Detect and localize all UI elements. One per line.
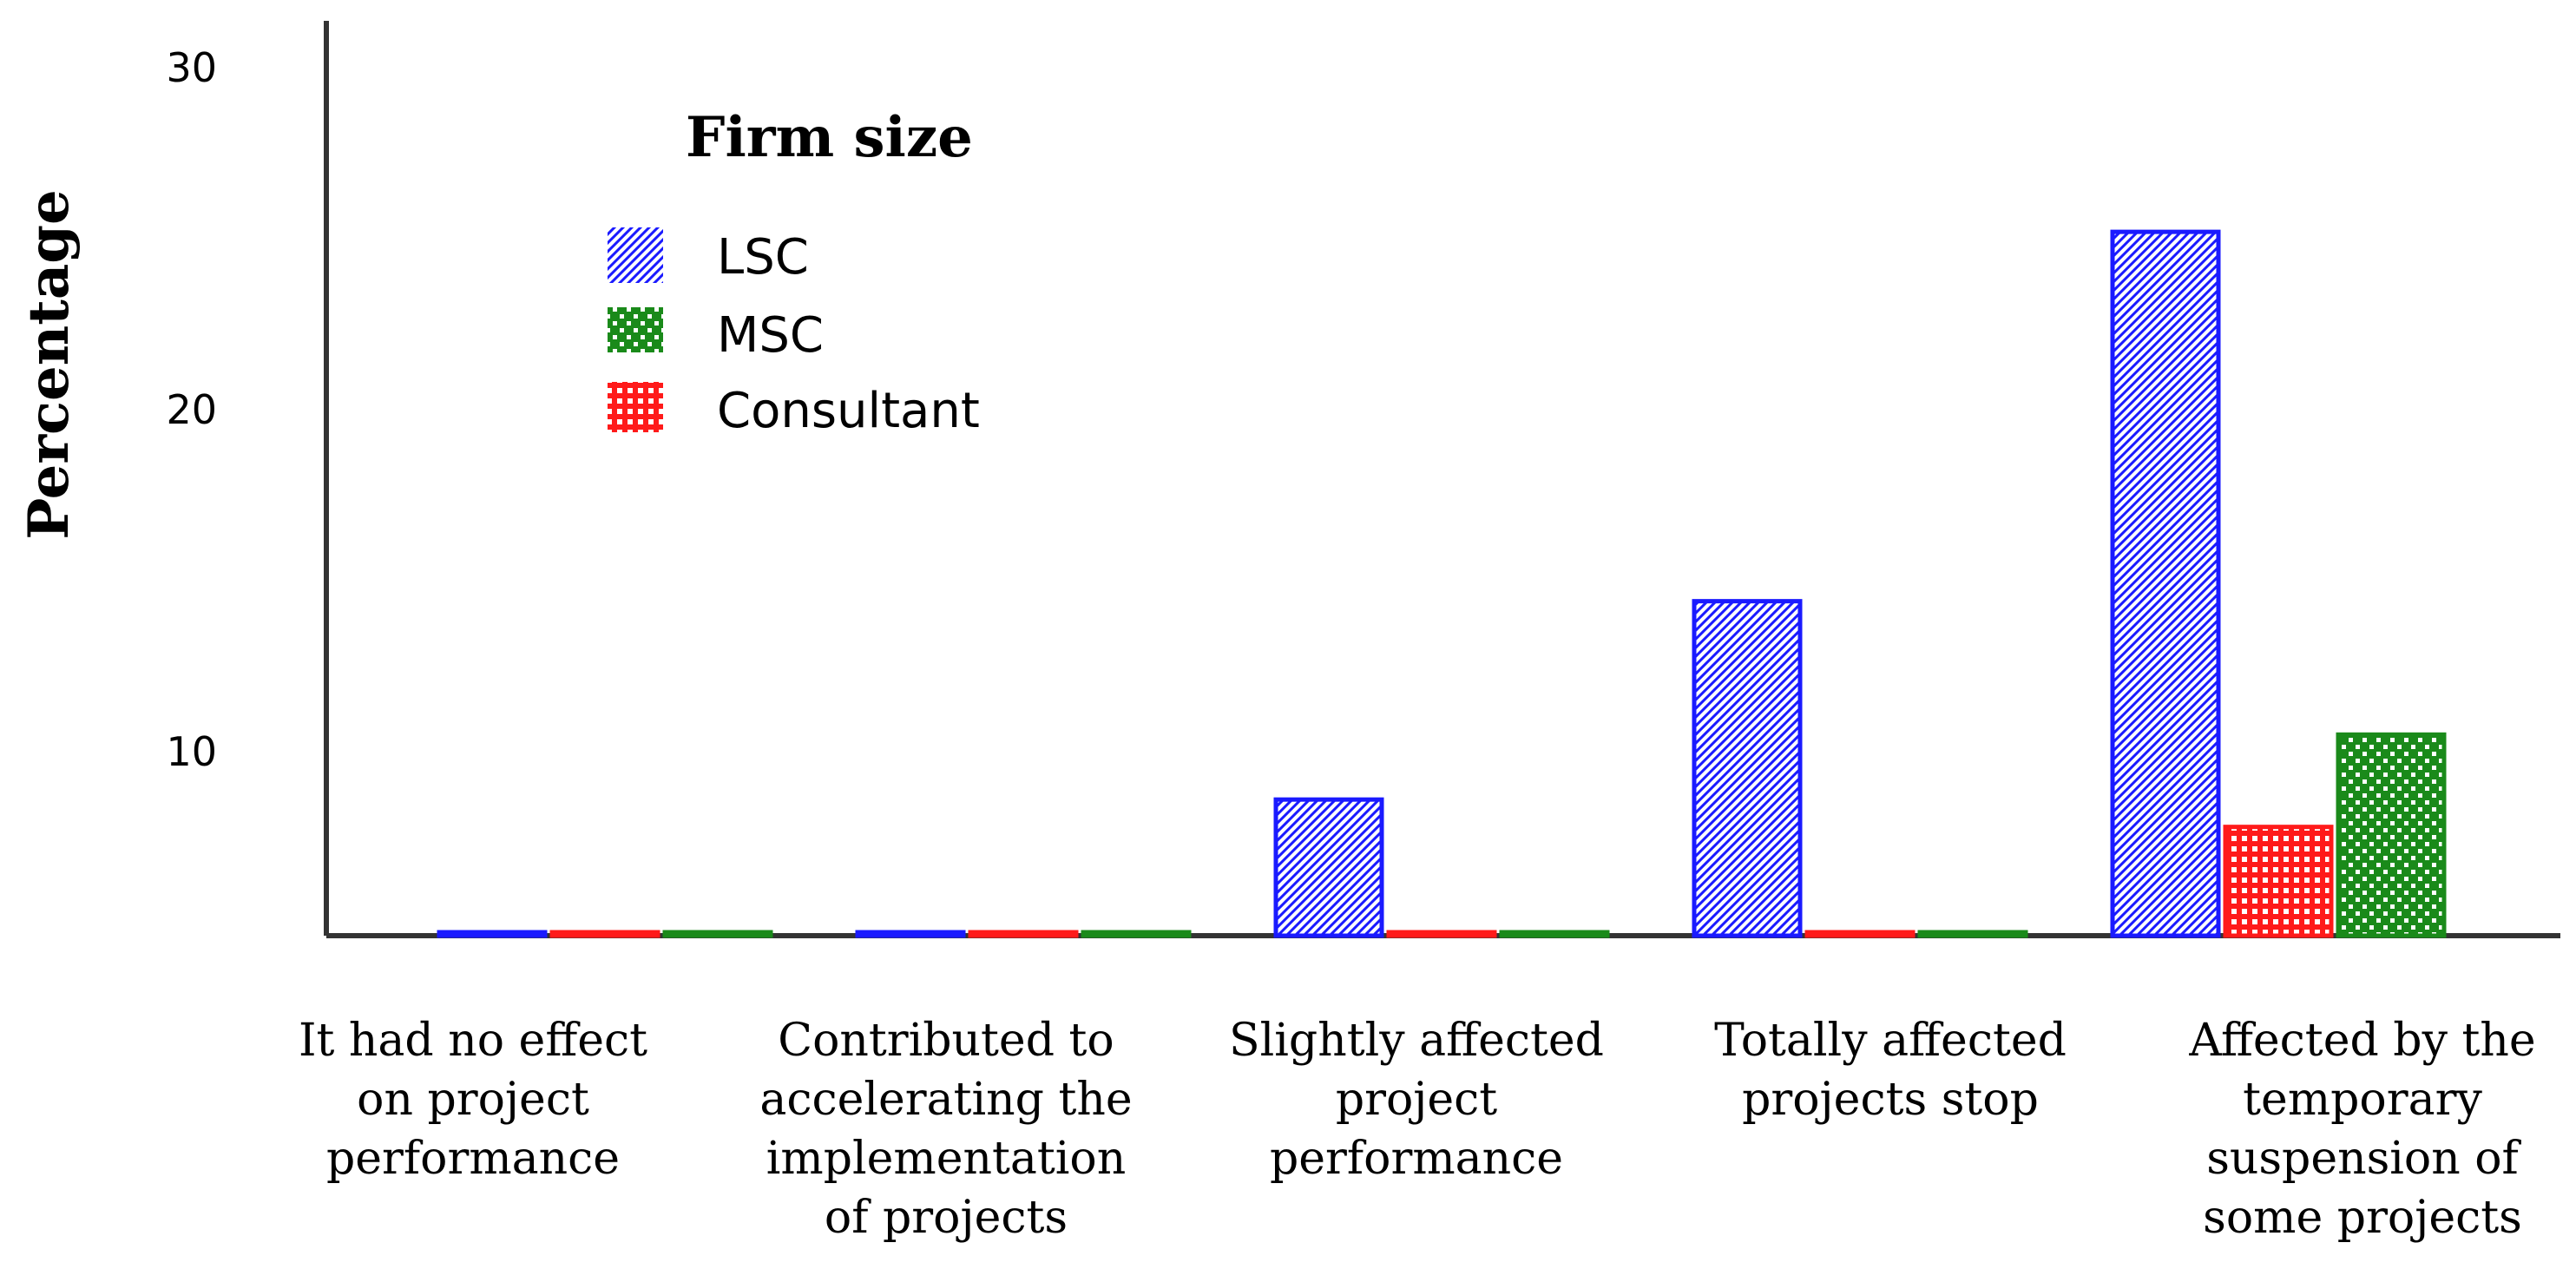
bar-consultant-3 (1804, 930, 1916, 938)
category-label: Affected by the temporary suspension of som… (2188, 1015, 2535, 1244)
category-label: Totally affected projects stop (1714, 1015, 2067, 1126)
legend-label-lsc: LSC (717, 229, 809, 286)
legend-label-msc: MSC (717, 307, 824, 364)
bar-lsc-1 (855, 930, 966, 938)
legend-title: Firm size (686, 105, 973, 170)
bars (437, 229, 2447, 938)
bar-lsc-0 (437, 930, 548, 938)
y-axis-title: Percentage (16, 189, 82, 540)
bar-lsc-3 (1692, 599, 1803, 938)
bar-lsc-4 (2110, 229, 2221, 938)
bar-msc-3 (1917, 930, 2028, 938)
bar-consultant-4 (2223, 825, 2334, 938)
bar-lsc-2 (1273, 797, 1384, 938)
legend-swatch-lsc (608, 227, 663, 283)
y-ticks: 10 20 30 (166, 44, 217, 775)
bar-msc-2 (1499, 930, 1610, 938)
y-tick-label: 10 (166, 728, 217, 775)
bar-msc-0 (662, 930, 773, 938)
y-tick-label: 20 (166, 386, 217, 433)
bar-consultant-2 (1386, 930, 1497, 938)
legend-label-consultant: Consultant (717, 383, 980, 439)
category-label: Slightly affected project performance (1229, 1015, 1604, 1185)
category-labels: It had no effect on project performance Con… (299, 1015, 2536, 1244)
category-label: Contributed to accelerating the implementa… (759, 1015, 1132, 1244)
category-label: It had no effect on project performance (299, 1015, 647, 1185)
y-tick-label: 30 (166, 44, 217, 91)
bar-consultant-0 (549, 930, 660, 938)
bar-msc-1 (1081, 930, 1192, 938)
bar-consultant-1 (968, 930, 1079, 938)
legend-swatch-consultant (608, 382, 663, 432)
bar-msc-4 (2336, 732, 2447, 938)
legend-swatch-msc (608, 307, 663, 352)
legend: Firm size LSC MSC Consultant (608, 105, 980, 439)
